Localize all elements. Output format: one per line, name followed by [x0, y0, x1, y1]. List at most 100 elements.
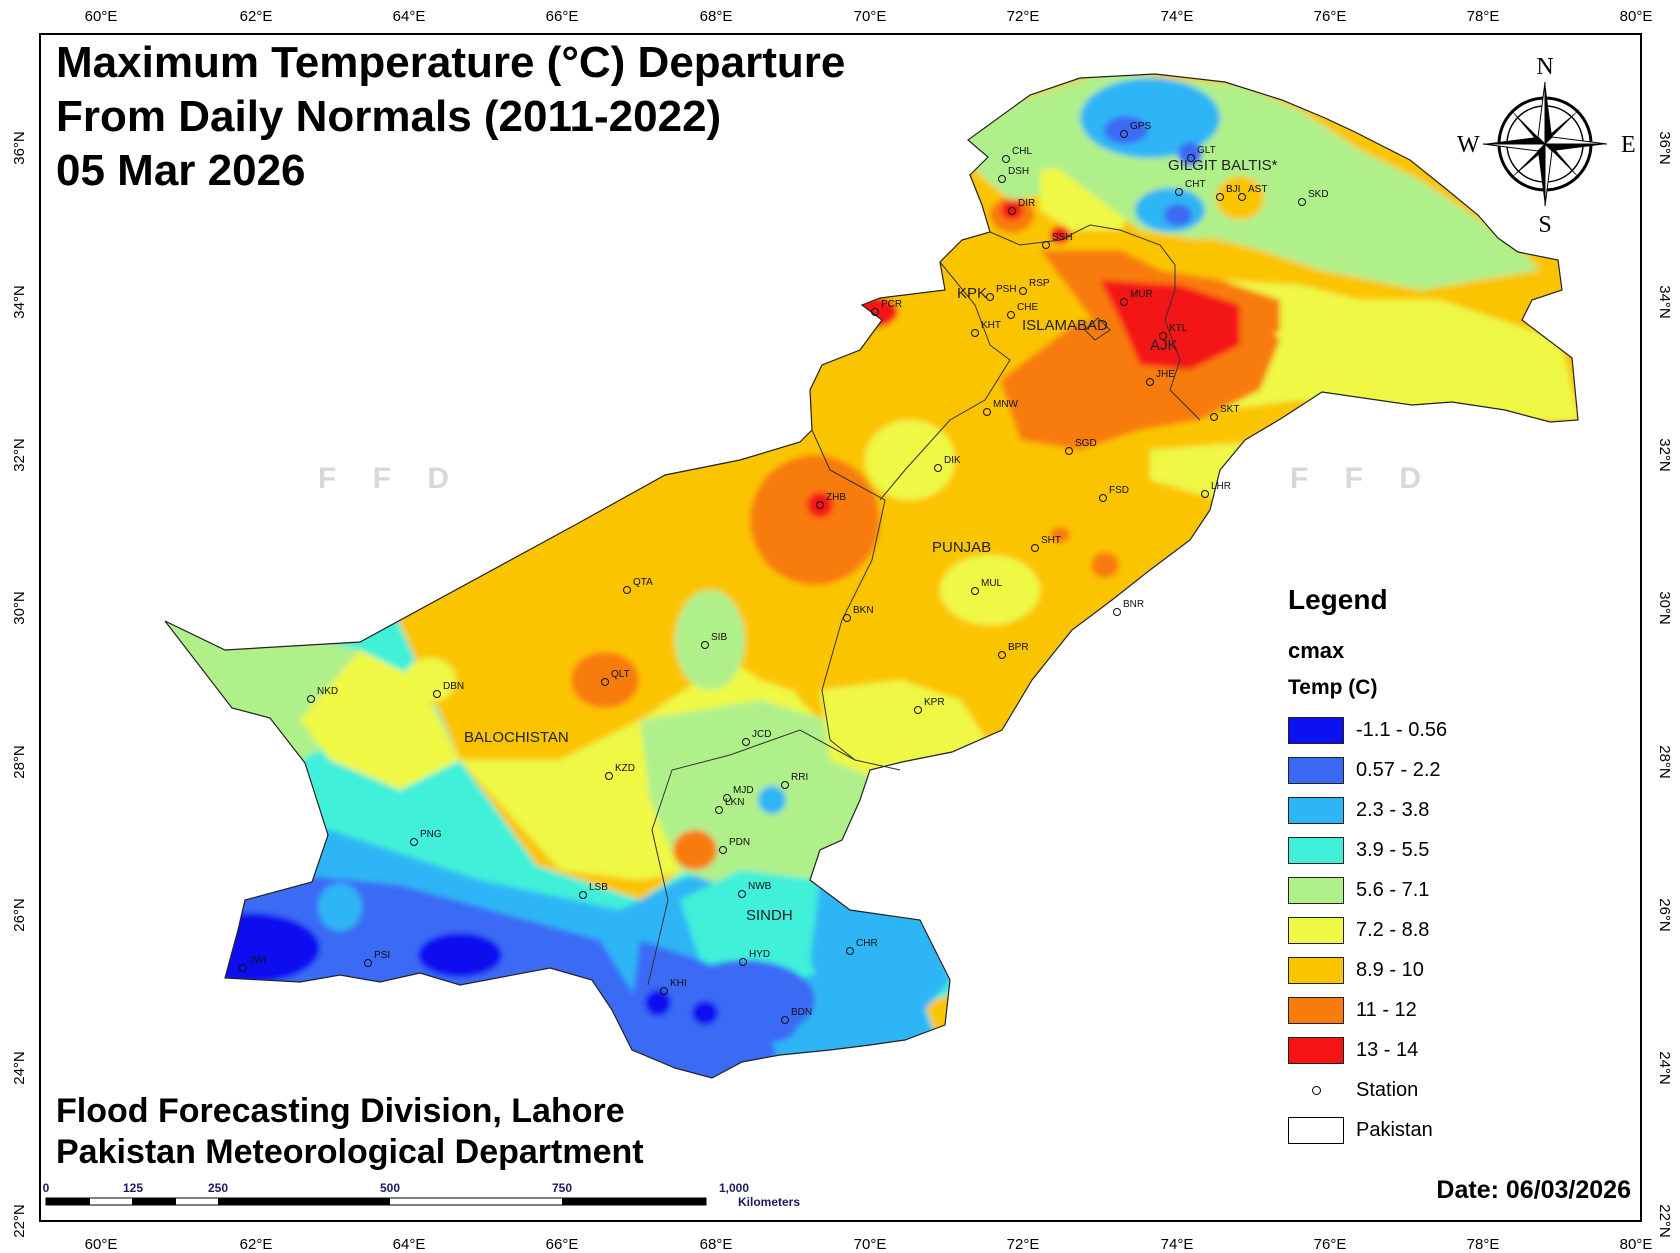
temp-zone	[758, 786, 786, 814]
lon-tick-top: 72°E	[1007, 8, 1040, 25]
station-label: LHR	[1211, 481, 1231, 492]
lon-tick-top: 76°E	[1314, 8, 1347, 25]
station-label: DIR	[1018, 198, 1035, 209]
station-label: CHR	[856, 938, 878, 949]
temp-zone	[673, 830, 717, 870]
station-label: MNW	[993, 399, 1019, 410]
temp-zone	[675, 590, 745, 690]
station-marker	[846, 947, 854, 955]
station-label: KPR	[924, 697, 945, 708]
station-marker	[738, 890, 746, 898]
map-title-line-2: From Daily Normals (2011-2022)	[56, 92, 722, 141]
station-label: HYD	[749, 949, 770, 960]
station-marker	[1201, 490, 1209, 498]
station-label: JCD	[752, 729, 771, 740]
region-label: ISLAMABAD	[1022, 317, 1108, 334]
legend-station-row: Station	[1288, 1070, 1508, 1110]
scale-label: 750	[552, 1181, 572, 1195]
lon-tick-top: 78°E	[1467, 8, 1500, 25]
station-label: PSI	[374, 950, 390, 961]
station-marker	[364, 959, 372, 967]
lon-tick-bottom: 78°E	[1467, 1236, 1500, 1253]
station-marker	[239, 964, 247, 972]
lon-tick-bottom: 70°E	[854, 1236, 887, 1253]
legend-class-label: 7.2 - 8.8	[1356, 918, 1430, 941]
legend-title: Legend	[1288, 584, 1388, 615]
station-marker	[1175, 188, 1183, 196]
station-marker	[934, 464, 942, 472]
province-boundaries	[647, 224, 1201, 986]
legend: Legend cmax Temp (C) -1.1 - 0.56 0.57 - 2…	[1288, 584, 1508, 1150]
lon-tick-bottom: 76°E	[1314, 1236, 1347, 1253]
station-marker	[1298, 198, 1306, 206]
station-marker	[723, 794, 731, 802]
legend-class-row: 5.6 - 7.1	[1288, 870, 1508, 910]
temp-zone	[318, 883, 362, 931]
temp-zone	[645, 990, 671, 1016]
station-marker	[1238, 193, 1246, 201]
station-marker	[1007, 311, 1015, 319]
station-label: RSP	[1029, 278, 1050, 289]
station-marker	[1210, 413, 1218, 421]
station-marker	[1146, 378, 1154, 386]
legend-class-row: 11 - 12	[1288, 990, 1508, 1030]
legend-class-row: 8.9 - 10	[1288, 950, 1508, 990]
station-marker	[623, 586, 631, 594]
legend-class-label: 0.57 - 2.2	[1356, 758, 1441, 781]
station-label: CHE	[1017, 302, 1038, 313]
lat-tick-right: 30°N	[1656, 591, 1673, 625]
station-marker	[986, 293, 994, 301]
station-marker	[1113, 608, 1121, 616]
credit-line-2: Pakistan Meteorological Department	[56, 1133, 644, 1171]
station-marker	[1042, 241, 1050, 249]
station-label: KTL	[1169, 323, 1188, 334]
station-marker	[579, 891, 587, 899]
lon-tick-top: 66°E	[546, 8, 579, 25]
lon-tick-bottom: 74°E	[1161, 1236, 1194, 1253]
station-marker	[307, 695, 315, 703]
station-marker	[605, 772, 613, 780]
station-label: LKN	[725, 797, 744, 808]
legend-field-name: Temp (C)	[1288, 676, 1378, 699]
graticule-labels: 60°E 60°E 62°E 62°E 64°E 64°E 66°E 66°E 68°E 68°E…	[11, 8, 1673, 1253]
lon-tick-top: 70°E	[854, 8, 887, 25]
station-marker	[1002, 155, 1010, 163]
station-label: BPR	[1008, 642, 1029, 653]
station-marker	[1031, 544, 1039, 552]
legend-class-row: 3.9 - 5.5	[1288, 830, 1508, 870]
lon-tick-bottom: 72°E	[1007, 1236, 1040, 1253]
station-label: BDN	[791, 1007, 812, 1018]
region-label: AJK	[1150, 337, 1178, 354]
map-title-line-3: 05 Mar 2026	[56, 146, 306, 195]
lat-tick-right: 32°N	[1656, 438, 1673, 472]
region-label: KPK	[957, 285, 987, 302]
lat-tick-right: 36°N	[1656, 131, 1673, 165]
station-label: PNG	[420, 829, 442, 840]
station-label: CHL	[1012, 146, 1032, 157]
lon-tick-bottom: 64°E	[393, 1236, 426, 1253]
lon-tick-top: 74°E	[1161, 8, 1194, 25]
scale-label: 125	[123, 1181, 143, 1195]
temp-zone	[807, 492, 833, 518]
region-label: PUNJAB	[932, 539, 991, 556]
temp-zone	[404, 658, 456, 702]
legend-class-row: 0.57 - 2.2	[1288, 750, 1508, 790]
station-marker	[1120, 298, 1128, 306]
legend-swatch	[1288, 996, 1344, 1024]
legend-swatch	[1288, 916, 1344, 944]
region-label: SINDH	[746, 907, 793, 924]
station-marker	[601, 678, 609, 686]
lat-tick-right: 34°N	[1656, 285, 1673, 319]
station-label: SHT	[1041, 535, 1061, 546]
lon-tick-top: 60°E	[85, 8, 118, 25]
station-label: SIB	[711, 632, 727, 643]
legend-station-label: Station	[1356, 1078, 1419, 1101]
station-symbol-icon	[1288, 1077, 1344, 1104]
scale-label: 250	[208, 1181, 228, 1195]
lon-tick-top: 62°E	[240, 8, 273, 25]
station-label: FSD	[1109, 485, 1129, 496]
issue-date: Date: 06/03/2026	[1436, 1176, 1631, 1204]
scale-unit: Kilometers	[738, 1195, 800, 1209]
